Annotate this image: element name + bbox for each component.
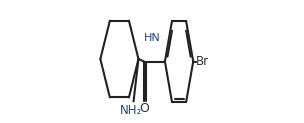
Text: NH₂: NH₂ (120, 104, 142, 117)
Text: HN: HN (143, 32, 161, 43)
Text: Br: Br (196, 55, 209, 68)
Text: O: O (139, 102, 149, 115)
